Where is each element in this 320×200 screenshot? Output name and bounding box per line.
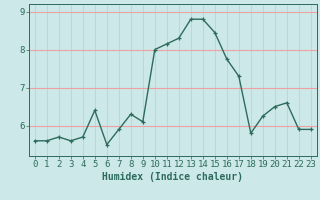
X-axis label: Humidex (Indice chaleur): Humidex (Indice chaleur) [102,172,243,182]
